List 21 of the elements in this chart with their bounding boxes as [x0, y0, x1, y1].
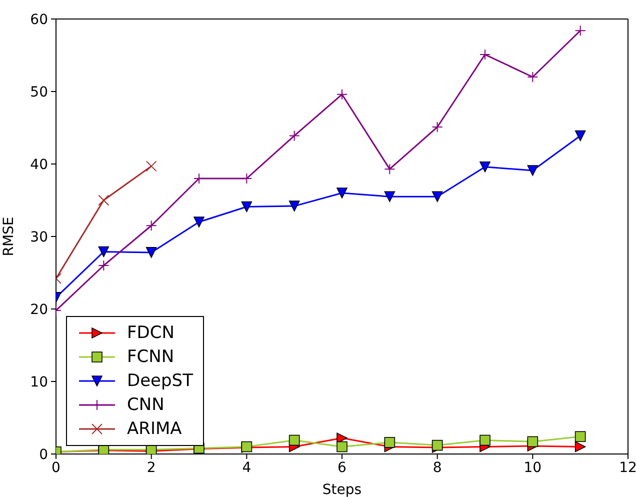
x-tick-label: 6	[338, 460, 347, 476]
y-tick-label: 20	[30, 302, 48, 318]
y-tick-label: 40	[30, 156, 48, 173]
x-tick-label: 0	[52, 460, 60, 476]
x-tick-label: 2	[146, 460, 156, 476]
legend-label: DeepST	[127, 371, 193, 391]
y-tick-label: 10	[30, 374, 48, 390]
legend-label: ARIMA	[127, 419, 182, 439]
y-tick-label: 50	[30, 84, 48, 100]
x-tick-label: 10	[524, 460, 542, 476]
x-tick-label: 12	[619, 460, 636, 476]
x-axis-title: Steps	[322, 482, 362, 498]
legend-label: FCNN	[127, 347, 174, 367]
x-tick-label: 8	[432, 460, 442, 476]
y-tick-label: 60	[30, 12, 48, 28]
legend-label: FDCN	[127, 323, 174, 343]
x-tick-label: 4	[242, 460, 252, 476]
y-tick-label: 30	[30, 229, 48, 246]
legend-label: CNN	[127, 395, 164, 415]
y-tick-label: 0	[39, 446, 48, 463]
y-axis-title: RMSE	[0, 216, 17, 256]
